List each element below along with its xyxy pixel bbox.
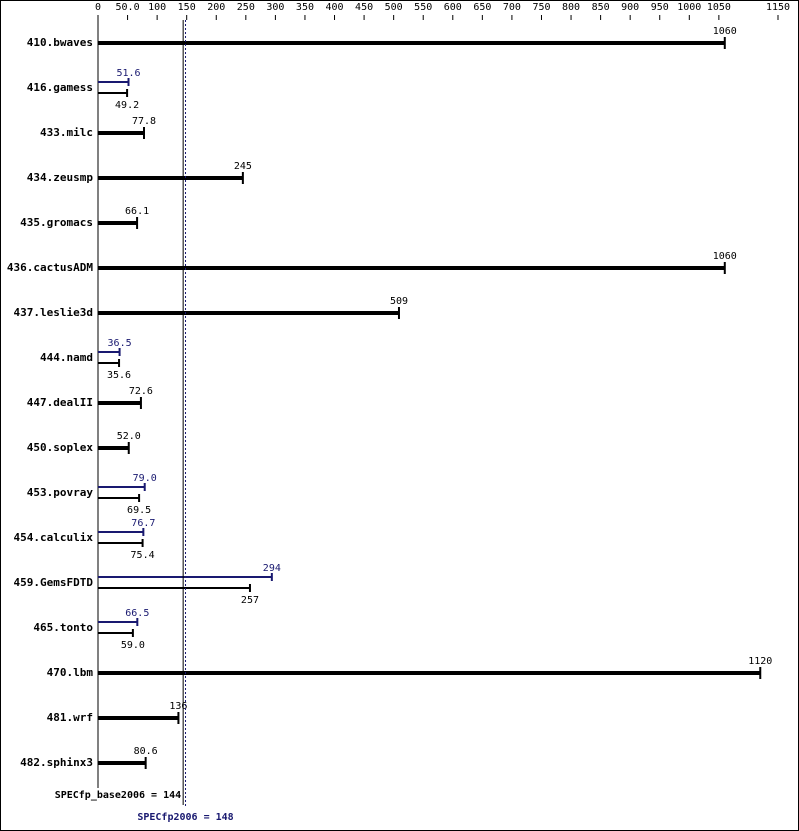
category-label: 433.milc	[40, 126, 93, 139]
bar	[98, 761, 146, 765]
bar	[98, 632, 133, 634]
x-tick-label: 900	[621, 2, 639, 13]
category-label: 436.cactusADM	[7, 261, 93, 274]
category-label: 416.gamess	[27, 81, 93, 94]
value-label: 1060	[713, 251, 737, 262]
bar	[98, 266, 725, 270]
category-label: 437.leslie3d	[14, 306, 93, 319]
value-label: 294	[263, 563, 281, 574]
bar	[98, 131, 145, 135]
x-tick-label: 700	[503, 2, 521, 13]
value-label: 75.4	[131, 550, 155, 561]
category-label: 470.lbm	[47, 666, 94, 679]
value-label: 1060	[713, 26, 737, 37]
reference-label: SPECfp2006 = 148	[137, 812, 233, 823]
bar	[98, 362, 120, 364]
bar	[98, 587, 250, 589]
bar	[98, 671, 761, 675]
category-label: 459.GemsFDTD	[14, 576, 94, 589]
x-tick-label: 300	[266, 2, 284, 13]
value-label: 35.6	[107, 370, 131, 381]
bar	[98, 176, 243, 180]
category-label: 482.sphinx3	[20, 756, 93, 769]
value-label: 80.6	[134, 746, 158, 757]
category-label: 450.soplex	[27, 441, 94, 454]
bar	[98, 716, 179, 720]
value-label: 49.2	[115, 100, 139, 111]
x-tick-label: 200	[207, 2, 225, 13]
bar	[98, 401, 141, 405]
category-label: 447.dealII	[27, 396, 93, 409]
category-label: 453.povray	[27, 486, 94, 499]
x-tick-label: 750	[532, 2, 550, 13]
x-tick-label: 50.0	[116, 2, 140, 13]
bar	[98, 486, 145, 488]
x-tick-label: 850	[592, 2, 610, 13]
value-label: 72.6	[129, 386, 153, 397]
category-label: 454.calculix	[14, 531, 94, 544]
bar	[98, 221, 138, 225]
value-label: 51.6	[116, 68, 140, 79]
bar	[98, 576, 272, 578]
category-label: 410.bwaves	[27, 36, 93, 49]
value-label: 77.8	[132, 116, 156, 127]
x-tick-label: 250	[237, 2, 255, 13]
value-label: 59.0	[121, 640, 145, 651]
bar	[98, 542, 143, 544]
value-label: 79.0	[133, 473, 157, 484]
bar	[98, 351, 120, 353]
value-label: 36.5	[108, 338, 132, 349]
value-label: 245	[234, 161, 252, 172]
x-tick-label: 450	[355, 2, 373, 13]
x-tick-label: 1050	[707, 2, 731, 13]
x-tick-label: 100	[148, 2, 166, 13]
value-label: 136	[169, 701, 187, 712]
x-tick-label: 1000	[677, 2, 701, 13]
x-tick-label: 400	[325, 2, 343, 13]
x-tick-label: 550	[414, 2, 432, 13]
category-label: 481.wrf	[47, 711, 93, 724]
bar	[98, 311, 399, 315]
category-label: 465.tonto	[33, 621, 93, 634]
category-label: 444.namd	[40, 351, 93, 364]
category-label: 435.gromacs	[20, 216, 93, 229]
value-label: 76.7	[131, 518, 155, 529]
value-label: 69.5	[127, 505, 151, 516]
x-tick-label: 650	[473, 2, 491, 13]
bar	[98, 92, 128, 94]
x-tick-label: 0	[95, 2, 101, 13]
x-tick-label: 1150	[766, 2, 790, 13]
x-tick-label: 350	[296, 2, 314, 13]
bar	[98, 531, 144, 533]
x-tick-label: 800	[562, 2, 580, 13]
x-tick-label: 600	[444, 2, 462, 13]
value-label: 66.1	[125, 206, 149, 217]
x-tick-label: 950	[651, 2, 669, 13]
bar	[98, 497, 140, 499]
value-label: 257	[241, 595, 259, 606]
value-label: 66.5	[125, 608, 149, 619]
bar	[98, 446, 129, 450]
reference-label: SPECfp_base2006 = 144	[55, 790, 181, 801]
bar	[98, 621, 138, 623]
x-tick-label: 500	[385, 2, 403, 13]
value-label: 509	[390, 296, 408, 307]
bar	[98, 41, 725, 45]
category-label: 434.zeusmp	[27, 171, 94, 184]
value-label: 52.0	[117, 431, 141, 442]
x-tick-label: 150	[178, 2, 196, 13]
bar	[98, 81, 129, 83]
value-label: 1120	[748, 656, 772, 667]
